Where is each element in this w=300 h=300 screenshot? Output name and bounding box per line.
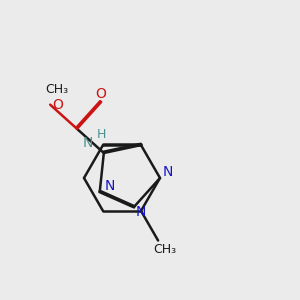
Text: N: N: [105, 179, 115, 193]
Text: O: O: [53, 98, 64, 112]
Text: O: O: [96, 87, 106, 101]
Text: CH₃: CH₃: [45, 83, 68, 96]
Text: N: N: [135, 205, 146, 219]
Text: CH₃: CH₃: [154, 243, 177, 256]
Text: N: N: [163, 165, 173, 179]
Text: N: N: [83, 136, 93, 150]
Text: H: H: [96, 128, 106, 141]
